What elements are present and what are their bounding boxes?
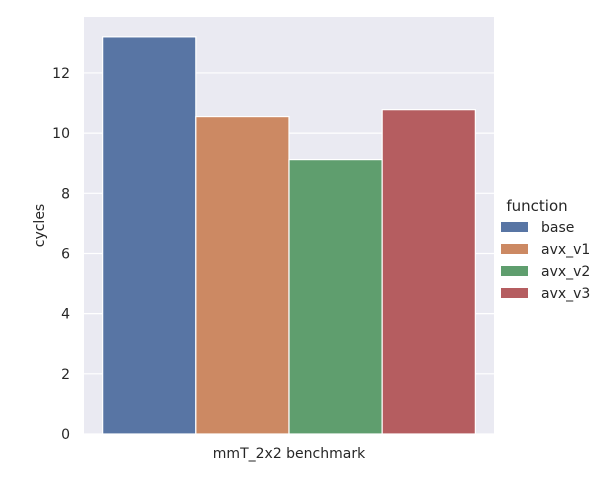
y-axis-ticks: 0 2 4 6 8 10 12 xyxy=(52,66,70,443)
y-tick-label: 4 xyxy=(61,307,70,323)
legend-label: avx_v1 xyxy=(541,242,590,258)
y-tick-label: 6 xyxy=(61,246,70,262)
bar-base xyxy=(102,36,197,435)
legend-title: function xyxy=(506,197,567,215)
y-tick-label: 2 xyxy=(61,367,70,383)
y-tick-label: 12 xyxy=(52,66,70,82)
y-tick-label: 0 xyxy=(61,427,70,443)
x-axis-ticks: mmT_2x2 benchmark xyxy=(213,446,366,462)
legend-label: avx_v3 xyxy=(541,286,590,302)
bars xyxy=(102,36,476,435)
y-axis-label: cycles xyxy=(32,204,48,247)
legend-label: base xyxy=(541,220,574,236)
y-tick-label: 8 xyxy=(61,186,70,202)
bar-avx-v2 xyxy=(288,159,383,435)
legend-label: avx_v2 xyxy=(541,264,590,280)
legend-swatch-avx-v3 xyxy=(501,288,528,298)
bar-avx-v3 xyxy=(381,109,476,435)
legend: function base avx_v1 avx_v2 avx_v3 xyxy=(501,197,590,302)
legend-swatch-avx-v1 xyxy=(501,244,528,254)
y-tick-label: 10 xyxy=(52,126,70,142)
bar-avx-v1 xyxy=(195,115,290,435)
legend-swatch-avx-v2 xyxy=(501,266,528,276)
legend-swatch-base xyxy=(501,222,528,232)
x-tick-label: mmT_2x2 benchmark xyxy=(213,446,366,462)
